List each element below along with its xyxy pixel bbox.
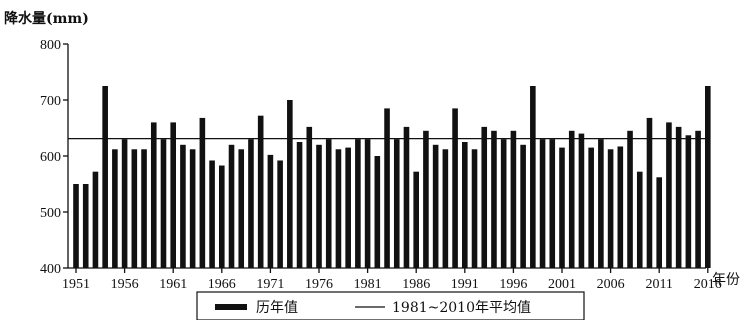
bar-1964 [199,117,206,268]
bar-1986 [413,171,419,268]
bar-1955 [112,149,118,268]
x-tick-label-2006: 2006 [597,277,625,292]
x-tick-label-1976: 1976 [305,277,333,292]
bar-1974 [296,142,303,268]
bar-2003 [578,133,585,268]
bar-1966 [219,165,225,268]
bar-1991 [462,142,468,268]
bar-1972 [277,160,283,268]
bar-1968 [238,149,245,268]
bar-1965 [209,160,215,268]
bar-1983 [384,108,390,269]
x-tick-label-1961: 1961 [159,277,187,292]
bar-1993 [481,126,488,268]
x-axis-title: 年份 [712,272,740,288]
y-axis-ticks: 400 500 600 700 800 [40,38,68,277]
bar-1969 [248,139,254,268]
bar-2014 [685,135,692,268]
bar-2001 [559,147,565,268]
bar-1988 [432,144,439,268]
bar-1963 [189,149,196,268]
bar-2004 [588,147,594,268]
legend-line-label: 1981~2010年平均值 [392,300,531,316]
bar-1981 [364,139,371,268]
bar-2005 [598,139,604,268]
bar-1999 [539,139,546,268]
bar-1961 [170,122,176,269]
bar-1973 [287,100,293,268]
y-tick-label-700: 700 [40,94,61,109]
bar-1980 [355,139,361,268]
bar-1987 [423,130,429,268]
bar-2006 [607,149,614,268]
bar-1952 [82,184,89,268]
bars-group [73,86,711,269]
bar-1996 [510,130,517,268]
bar-1989 [442,149,449,268]
y-axis-title: 降水量(mm) [4,10,89,27]
bar-1958 [141,149,147,268]
bar-1976 [316,144,322,268]
y-tick-label-600: 600 [40,150,61,165]
bar-1959 [150,122,157,269]
bar-1990 [452,108,458,269]
bar-2008 [627,130,633,268]
bar-1979 [345,147,351,268]
y-tick-label-800: 800 [40,38,61,53]
bar-1995 [500,139,507,268]
x-tick-label-1981: 1981 [354,277,382,292]
legend-box [196,291,585,320]
bar-1997 [520,144,526,268]
bar-2013 [675,126,682,268]
bar-2010 [646,117,653,268]
x-tick-label-1966: 1966 [208,277,236,292]
bar-1951 [73,184,79,268]
bar-1962 [180,144,186,268]
bar-1975 [306,126,313,268]
x-tick-label-1996: 1996 [499,277,527,292]
x-tick-label-1971: 1971 [256,277,284,292]
x-tick-label-2016: 2016 [694,277,722,292]
x-tick-label-1951: 1951 [62,277,90,292]
bar-1954 [102,86,108,268]
x-tick-label-2011: 2011 [645,277,672,292]
bar-2009 [636,171,643,268]
x-tick-label-1986: 1986 [402,277,430,292]
bar-1977 [325,139,332,268]
legend-bar-swatch [215,304,247,310]
bar-1982 [374,156,381,268]
bar-2016 [705,86,711,268]
x-tick-label-1991: 1991 [451,277,479,292]
bar-1998 [530,86,536,268]
y-tick-label-400: 400 [40,262,61,277]
bar-1970 [257,115,264,269]
bar-1978 [335,149,342,268]
y-tick-label-500: 500 [40,206,61,221]
legend: 历年值 1981~2010年平均值 [196,291,585,320]
bar-2011 [656,177,662,268]
legend-bar-label: 历年值 [256,300,298,316]
bar-1967 [228,144,235,268]
bar-1956 [121,139,128,268]
bar-1992 [471,149,478,268]
bar-1960 [160,139,167,268]
x-axis-ticks: 1951 1956 1961 1966 1971 1976 1981 1986 1991 1996… [62,268,722,292]
bar-1984 [393,139,400,268]
x-tick-label-1956: 1956 [111,277,139,292]
bar-2015 [695,130,701,268]
bar-1994 [491,130,497,268]
bar-2002 [568,130,575,268]
bar-1953 [92,171,99,268]
bar-2000 [549,139,556,268]
x-tick-label-2001: 2001 [548,277,576,292]
bar-2007 [617,146,624,268]
bar-2012 [666,122,672,269]
bar-1957 [131,149,138,268]
bar-1985 [403,126,410,268]
bar-1971 [267,154,274,268]
axes [67,44,706,269]
